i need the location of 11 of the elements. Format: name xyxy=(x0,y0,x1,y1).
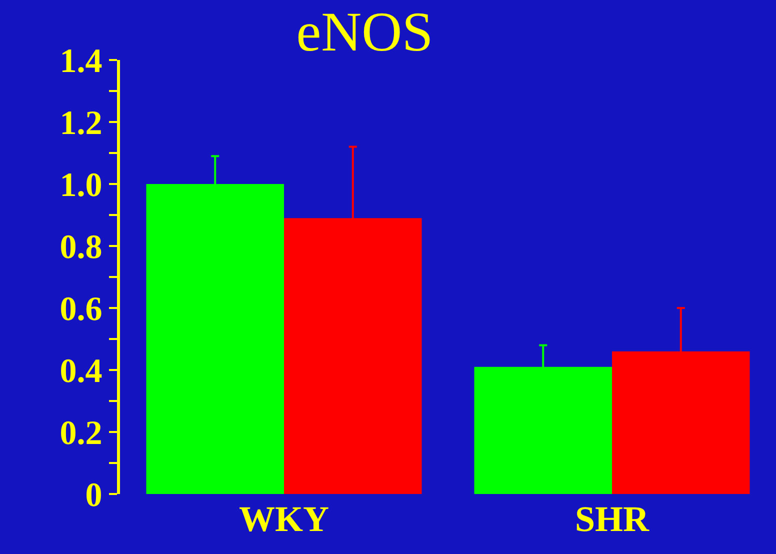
y-tick-label: 1.2 xyxy=(60,104,102,142)
y-tick-label: 0.8 xyxy=(60,228,102,266)
y-tick-label: 1.0 xyxy=(60,166,102,204)
x-tick-label: SHR xyxy=(574,499,650,539)
y-tick-label: 0.2 xyxy=(60,414,102,452)
y-tick-label: 1.4 xyxy=(60,42,102,80)
chart-title: eNOS xyxy=(296,1,434,64)
y-tick-label: 0 xyxy=(85,476,102,514)
x-tick-label: WKY xyxy=(239,499,329,539)
y-tick-label: 0.6 xyxy=(60,290,102,328)
y-tick-label: 0.4 xyxy=(60,352,102,390)
